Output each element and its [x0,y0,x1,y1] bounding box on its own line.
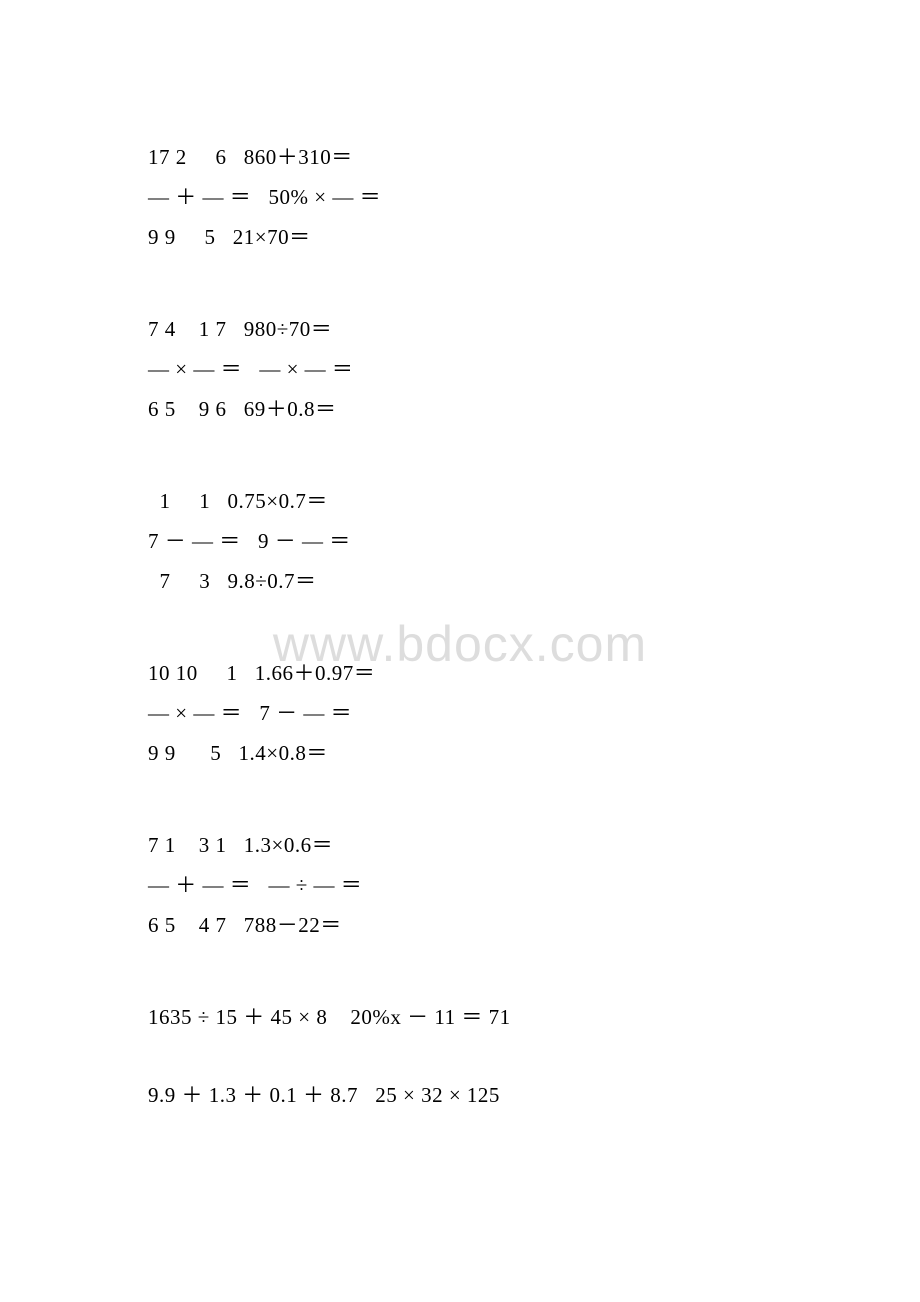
text-line: 9 9 5 21×70＝ [148,217,768,257]
text-line: 6 5 9 6 69＋0.8＝ [148,389,768,429]
text-line: 1635 ÷ 15 ＋ 45 × 8 20%x － 11 ＝ 71 [148,997,768,1037]
document-content: 17 2 6 860＋310＝ — ＋ — ＝ 50% × — ＝ 9 9 5 … [148,137,768,1153]
text-line: 7 4 1 7 980÷70＝ [148,309,768,349]
text-line: 6 5 4 7 788－22＝ [148,905,768,945]
problem-block: 10 10 1 1.66＋0.97＝ — × — ＝ 7 － — ＝ 9 9 5… [148,653,768,773]
text-line: 7 1 3 1 1.3×0.6＝ [148,825,768,865]
problem-block: 1 1 0.75×0.7＝ 7 － — ＝ 9 － — ＝ 7 3 9.8÷0.… [148,481,768,601]
text-line: — × — ＝ 7 － — ＝ [148,693,768,733]
text-line: 9.9 ＋ 1.3 ＋ 0.1 ＋ 8.7 25 × 32 × 125 [148,1075,768,1115]
text-line: 9 9 5 1.4×0.8＝ [148,733,768,773]
text-line: 7 － — ＝ 9 － — ＝ [148,521,768,561]
text-line: — ＋ — ＝ — ÷ — ＝ [148,865,768,905]
text-line: — ＋ — ＝ 50% × — ＝ [148,177,768,217]
text-line: 1 1 0.75×0.7＝ [148,481,768,521]
text-line: 7 3 9.8÷0.7＝ [148,561,768,601]
text-line: 17 2 6 860＋310＝ [148,137,768,177]
problem-block: 7 4 1 7 980÷70＝ — × — ＝ — × — ＝ 6 5 9 6 … [148,309,768,429]
text-line: — × — ＝ — × — ＝ [148,349,768,389]
problem-block: 7 1 3 1 1.3×0.6＝ — ＋ — ＝ — ÷ — ＝ 6 5 4 7… [148,825,768,945]
bottom-section: 1635 ÷ 15 ＋ 45 × 8 20%x － 11 ＝ 71 9.9 ＋ … [148,997,768,1115]
problem-block: 17 2 6 860＋310＝ — ＋ — ＝ 50% × — ＝ 9 9 5 … [148,137,768,257]
text-line: 10 10 1 1.66＋0.97＝ [148,653,768,693]
